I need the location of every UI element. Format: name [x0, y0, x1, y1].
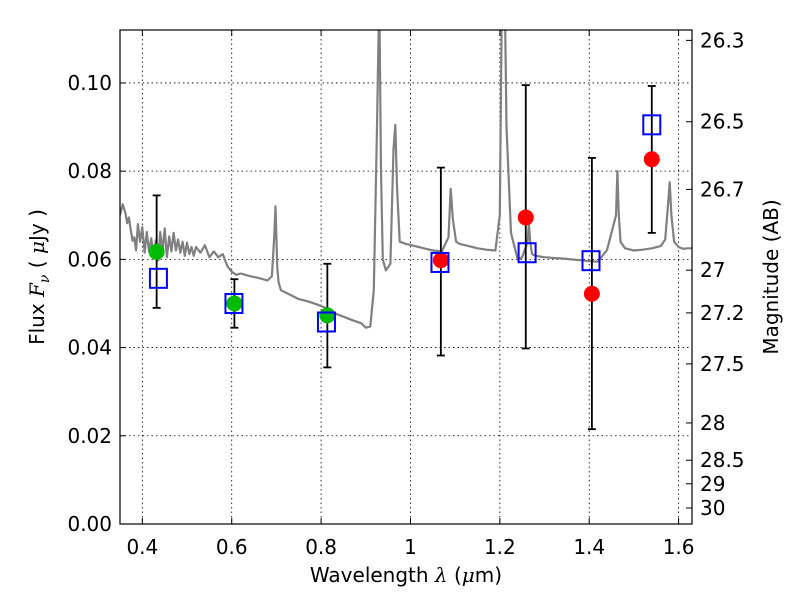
model-point [316, 311, 336, 333]
y-axis-title: Flux Fν ( μJy ) [25, 209, 53, 345]
model-points [148, 114, 662, 333]
model-point [430, 251, 450, 273]
observed-point [226, 295, 243, 312]
x-tick-label: 1 [404, 535, 417, 559]
y-tick-label: 0.04 [67, 336, 112, 360]
observed-point [148, 243, 165, 260]
y2-tick-label: 30 [700, 496, 725, 520]
y2-tick-label: 27 [700, 258, 725, 282]
y2-tick-label: 29 [700, 472, 725, 496]
y2-tick-label: 28 [700, 411, 725, 435]
x-tick-label: 0.4 [126, 535, 158, 559]
error-bars [152, 84, 656, 431]
model-point [148, 267, 168, 289]
sed-model-line [120, 30, 692, 329]
y-tick-label: 0.10 [67, 71, 112, 95]
axes: 0.4 0.6 0.8 1 1.2 1.4 1.6 0.00 0.02 0.04 0.06 0.08 0… [67, 28, 744, 559]
y-tick-label: 0.08 [67, 159, 112, 183]
observed-point [643, 151, 660, 168]
sed-model-line-group [120, 30, 692, 329]
x-tick-label: 1.6 [663, 535, 695, 559]
y2-tick-label: 26.5 [700, 110, 745, 134]
y2-tick-label: 28.5 [700, 448, 745, 472]
x-tick-label: 0.8 [305, 535, 337, 559]
model-point [517, 242, 537, 264]
y-tick-label: 0.06 [67, 247, 112, 271]
y2-axis-title: Magnitude (AB) [759, 199, 783, 354]
observed-point [432, 252, 449, 269]
model-point [224, 292, 244, 314]
y-tick-label: 0.02 [67, 424, 112, 448]
plot-frame [119, 29, 693, 525]
model-point [642, 114, 662, 136]
observed-point [319, 307, 336, 324]
y2-tick-label: 27.2 [700, 301, 745, 325]
model-point [581, 250, 601, 272]
y2-tick-label: 27.5 [700, 352, 745, 376]
y-tick-label: 0.00 [67, 512, 112, 536]
x-axis-title: Wavelength λ (μm) [310, 563, 502, 587]
x-tick-label: 1.2 [484, 535, 516, 559]
y2-tick-label: 26.7 [700, 177, 745, 201]
y2-tick-label: 26.3 [700, 28, 745, 52]
x-tick-label: 0.6 [216, 535, 248, 559]
grid [120, 30, 692, 525]
x-tick-label: 1.4 [573, 535, 605, 559]
observed-point [583, 285, 600, 302]
observed-points [148, 151, 660, 324]
observed-point [517, 209, 534, 226]
